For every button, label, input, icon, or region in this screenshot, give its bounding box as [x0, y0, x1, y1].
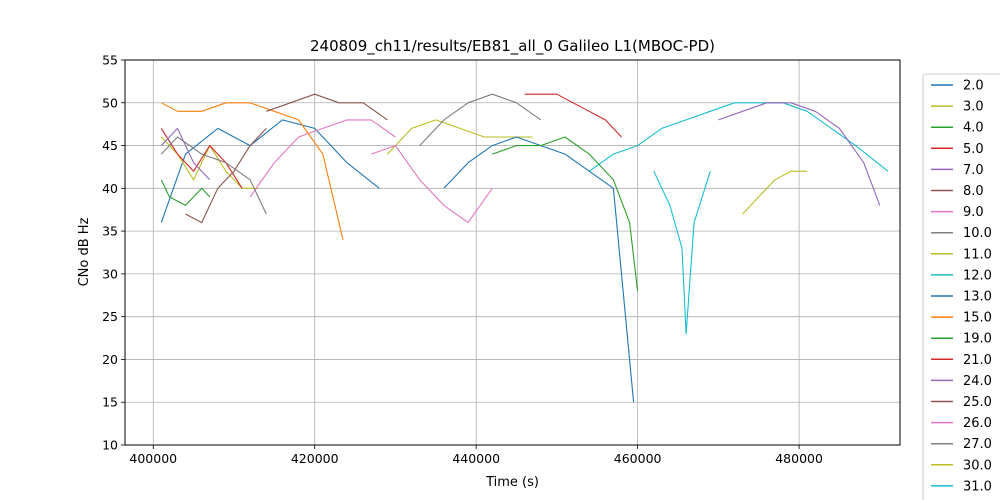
legend-label: 10.0 — [963, 226, 992, 241]
plot-area — [160, 93, 889, 403]
legend-label: 12.0 — [963, 268, 992, 283]
legend-item: 7.0 — [931, 163, 984, 178]
series-line-4-0 — [160, 179, 211, 206]
series-line-2-0 — [160, 119, 380, 223]
legend-item: 4.0 — [931, 121, 984, 136]
legend-label: 25.0 — [963, 395, 992, 410]
series-line-26-0 — [371, 145, 493, 224]
series-line-27-0 — [419, 93, 542, 146]
series-line-10-0 — [160, 136, 267, 215]
grid-lines — [125, 59, 900, 446]
legend-item: 30.0 — [931, 458, 992, 473]
legend-item: 21.0 — [931, 353, 992, 368]
y-axis: 10 15 20 25 30 35 40 45 50 55 — [102, 53, 125, 453]
x-tick-label: 440000 — [452, 451, 500, 466]
legend-label: 27.0 — [963, 437, 992, 452]
legend-item: 27.0 — [931, 437, 992, 452]
legend-item: 3.0 — [931, 100, 984, 115]
legend-item: 25.0 — [931, 395, 992, 410]
legend-frame — [922, 73, 1000, 500]
legend-label: 19.0 — [963, 332, 992, 347]
legend-label: 15.0 — [963, 311, 992, 326]
y-tick-label: 25 — [102, 309, 118, 324]
legend-label: 13.0 — [963, 290, 992, 305]
y-tick-label: 45 — [102, 138, 118, 153]
y-axis-label: CNo dB Hz — [77, 217, 92, 286]
y-tick-label: 40 — [102, 181, 118, 196]
y-tick-label: 55 — [102, 53, 118, 68]
legend-item: 8.0 — [931, 184, 984, 199]
series-line-8-0 — [185, 128, 267, 224]
legend-label: 24.0 — [963, 374, 992, 389]
legend-item: 13.0 — [931, 290, 992, 305]
series-line-19-0 — [492, 136, 639, 292]
series-line-11-0 — [386, 119, 533, 155]
legend-label: 30.0 — [963, 458, 992, 473]
x-axis: 400000 420000 440000 460000 480000 — [129, 445, 823, 466]
legend-label: 8.0 — [963, 184, 984, 199]
series-line-30-0 — [742, 170, 808, 215]
y-tick-label: 30 — [102, 266, 118, 281]
y-tick-label: 15 — [102, 395, 118, 410]
legend-item: 26.0 — [931, 416, 992, 431]
legend-item: 24.0 — [931, 374, 992, 389]
series-line-31-0 — [653, 170, 711, 335]
series-line-24-0 — [718, 102, 881, 206]
legend-label: 21.0 — [963, 353, 992, 368]
legend-label: 31.0 — [963, 479, 992, 494]
legend-item: 2.0 — [931, 79, 984, 94]
legend-label: 3.0 — [963, 100, 984, 115]
y-tick-label: 10 — [102, 438, 118, 453]
legend-label: 26.0 — [963, 416, 992, 431]
legend-label: 4.0 — [963, 121, 984, 136]
chart-title: 240809_ch11/results/EB81_all_0 Galileo L… — [310, 37, 715, 56]
legend: 2.0 3.0 4.0 5.0 7.0 8.0 9.0 10.0 11.0 12.0 13.0 15.… — [922, 73, 1000, 500]
x-axis-label: Time (s) — [485, 475, 539, 490]
legend-label: 11.0 — [963, 247, 992, 262]
series-line-5-0 — [160, 128, 243, 189]
legend-item: 10.0 — [931, 226, 992, 241]
plot-frame — [124, 59, 901, 446]
y-tick-label: 50 — [102, 95, 118, 110]
series-line-13-0 — [443, 136, 635, 403]
series-line-12-0 — [588, 102, 889, 172]
legend-item: 12.0 — [931, 268, 992, 283]
legend-item: 9.0 — [931, 205, 984, 220]
legend-label: 9.0 — [963, 205, 984, 220]
legend-label: 2.0 — [963, 79, 984, 94]
series-line-9-0 — [249, 119, 396, 198]
legend-label: 7.0 — [963, 163, 984, 178]
x-tick-label: 420000 — [291, 451, 339, 466]
x-tick-label: 400000 — [129, 451, 177, 466]
legend-item: 19.0 — [931, 332, 992, 347]
legend-item: 11.0 — [931, 247, 992, 262]
legend-item: 15.0 — [931, 311, 992, 326]
y-tick-label: 35 — [102, 224, 118, 239]
x-tick-label: 480000 — [775, 451, 823, 466]
series-line-25-0 — [266, 93, 388, 121]
legend-item: 5.0 — [931, 142, 984, 157]
x-tick-label: 460000 — [614, 451, 662, 466]
y-tick-label: 20 — [102, 352, 118, 367]
legend-label: 5.0 — [963, 142, 984, 157]
series-line-21-0 — [524, 93, 622, 138]
series-line-15-0 — [161, 102, 344, 240]
series-line-7-0 — [160, 127, 211, 181]
legend-item: 31.0 — [931, 479, 992, 494]
